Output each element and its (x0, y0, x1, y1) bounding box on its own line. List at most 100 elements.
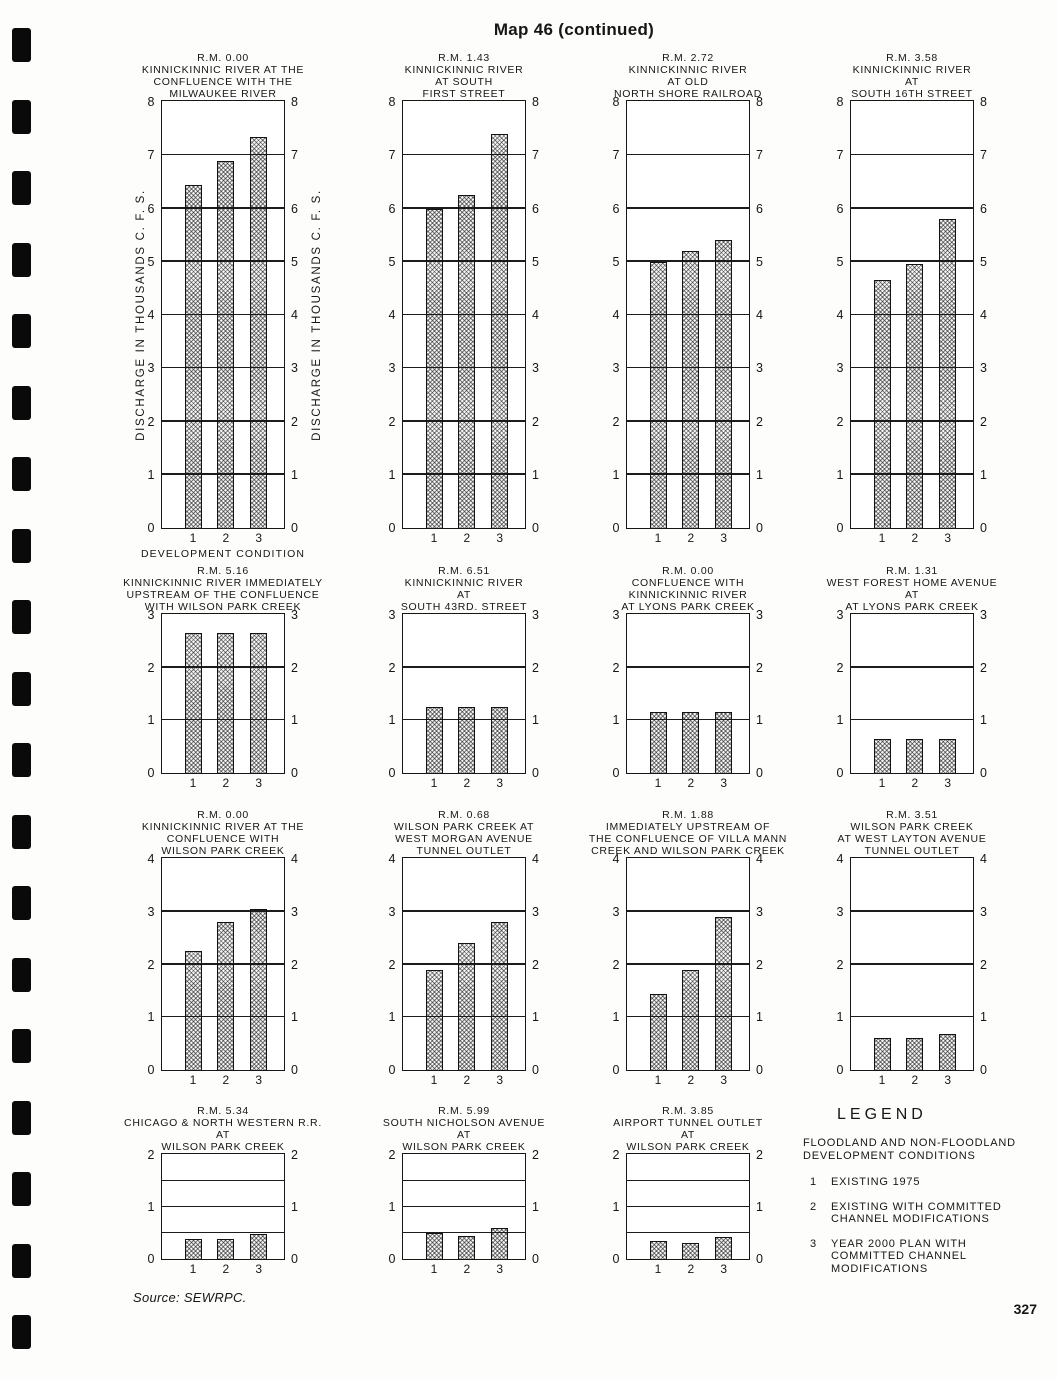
bar (217, 1239, 235, 1259)
y-tick-label: 8 (388, 95, 396, 109)
y-tick-label: 4 (532, 852, 540, 866)
bar (250, 633, 268, 773)
plot-area: 0 0 1 1 2 2 1 2 3 (148, 1148, 298, 1276)
bar (458, 707, 476, 773)
y-tick-label: 2 (532, 414, 540, 429)
bar (184, 184, 202, 528)
chart-title-line: R.M. 5.34 (197, 1105, 249, 1117)
plot-area: 0 0 1 1 2 2 3 3 4 4 5 5 6 6 7 7 8 8 1 2 3 (389, 95, 539, 545)
y-tick-label: 0 (388, 1063, 396, 1077)
y-tick-label: 6 (532, 201, 540, 216)
y-tick-label: 0 (756, 1252, 764, 1266)
y-tick-label: 1 (612, 1010, 620, 1025)
bar (715, 240, 733, 528)
y-tick-label: 1 (291, 713, 299, 728)
x-tick-label: 3 (496, 531, 504, 545)
y-tick-label: 1 (388, 467, 396, 482)
y-tick-label: 2 (612, 1148, 620, 1162)
chart-title-line: AT LYONS PARK CREEK (621, 601, 755, 613)
x-tick-label: 1 (189, 531, 197, 545)
y-tick-label: 1 (612, 1200, 620, 1214)
legend-item-line: EXISTING 1975 (831, 1176, 921, 1188)
y-tick-label: 3 (388, 608, 396, 622)
y-tick-label: 5 (756, 254, 764, 269)
chart-title-line: KINNICKINNIC RIVER (628, 589, 748, 601)
legend-subtitle: FLOODLAND AND NON-FLOODLAND DEVELOPMENT … (803, 1137, 1053, 1163)
y-tick-label: 7 (836, 148, 844, 163)
chart-title-line: WILSON PARK CREEK (161, 1141, 285, 1153)
y-tick-label: 3 (612, 361, 620, 376)
x-tick-label: 3 (255, 776, 263, 790)
y-tick-label: 4 (836, 308, 844, 322)
y-tick-label: 2 (532, 660, 540, 675)
y-tick-label: 2 (612, 660, 620, 675)
chart-title: R.M. 3.51 WILSON PARK CREEK AT WEST LAYTON… (797, 809, 1027, 857)
bar (873, 1038, 891, 1070)
gridline (851, 260, 973, 262)
y-tick-label: 4 (291, 852, 299, 866)
gridline (162, 1231, 284, 1233)
x-tick-label: 2 (222, 776, 230, 790)
y-tick-label: 5 (388, 254, 396, 269)
chart-cell-8: R.M. 1.31 WEST FOREST HOME AVENUE AT AT LYO… (797, 565, 1027, 790)
legend-item-text: YEAR 2000 PLAN WITH COMMITTED CHANNEL MO… (831, 1238, 1053, 1276)
y-tick-label: 1 (388, 713, 396, 728)
bar (649, 993, 667, 1070)
y-tick-label: 0 (147, 766, 155, 780)
chart-title-line: WITH WILSON PARK CREEK (144, 601, 302, 613)
y-tick-label: 0 (756, 766, 764, 780)
y-tick-label: 3 (756, 904, 764, 919)
legend-item-key: 2 (810, 1200, 817, 1213)
bar (425, 208, 443, 528)
y-tick-label: 2 (532, 957, 540, 972)
chart-title-line: AT (904, 76, 920, 88)
y-tick-label: 2 (612, 957, 620, 972)
gridline (851, 207, 973, 209)
y-tick-label: 0 (147, 521, 155, 535)
y-tick-label: 8 (836, 95, 844, 109)
chart-title-line: KINNICKINNIC RIVER (404, 577, 524, 589)
x-tick-label: 3 (496, 1073, 504, 1087)
y-tick-label: 5 (980, 254, 988, 269)
gridline (851, 963, 973, 965)
bar (682, 251, 700, 528)
y-tick-label: 1 (291, 1200, 299, 1214)
y-tick-label: 3 (980, 608, 988, 622)
y-tick-label: 7 (388, 148, 396, 163)
y-tick-label: 2 (147, 957, 155, 972)
y-tick-label: 2 (147, 660, 155, 675)
y-tick-label: 1 (388, 1200, 396, 1214)
y-tick-label: 1 (291, 1010, 299, 1025)
y-tick-label: 4 (147, 308, 155, 322)
chart-cell-13: R.M. 5.34 CHICAGO & NORTH WESTERN R.R. AT W… (108, 1105, 338, 1276)
chart-title-line: KINNICKINNIC RIVER (628, 64, 748, 76)
y-tick-label: 0 (291, 1063, 299, 1077)
y-tick-label: 0 (532, 766, 540, 780)
legend-item: 3 YEAR 2000 PLAN WITH COMMITTED CHANNEL … (803, 1238, 1053, 1276)
legend-item-text: EXISTING WITH COMMITTED CHANNEL MODIFICA… (831, 1201, 1053, 1226)
y-tick-label: 4 (836, 852, 844, 866)
x-axis-label: DEVELOPMENT CONDITION (140, 548, 306, 560)
y-tick-label: 0 (836, 521, 844, 535)
chart-title-line: AT LYONS PARK CREEK (845, 601, 979, 613)
y-tick-label: 8 (532, 95, 540, 109)
gridline (162, 1179, 284, 1181)
plot-area: 0 0 1 1 2 2 1 2 3 (389, 1148, 539, 1276)
x-tick-label: 1 (430, 531, 438, 545)
bar (425, 707, 443, 773)
chart-title-line: AT WEST LAYTON AVENUE (837, 833, 987, 845)
y-tick-label: 8 (612, 95, 620, 109)
chart-title-line: KINNICKINNIC RIVER AT THE (141, 821, 305, 833)
chart-title-line: KINNICKINNIC RIVER IMMEDIATELY (123, 577, 323, 589)
y-tick-label: 3 (291, 904, 299, 919)
x-tick-label: 2 (687, 531, 695, 545)
x-tick-label: 1 (430, 776, 438, 790)
bar (682, 712, 700, 773)
binding-hole (12, 1243, 31, 1278)
x-tick-label: 2 (463, 1073, 471, 1087)
bar (906, 738, 924, 773)
gridline (851, 153, 973, 156)
legend-item-text: EXISTING 1975 (831, 1176, 1053, 1189)
plot-area: 0 0 1 1 2 2 3 3 4 4 1 2 3 (389, 852, 539, 1087)
bar (906, 264, 924, 528)
